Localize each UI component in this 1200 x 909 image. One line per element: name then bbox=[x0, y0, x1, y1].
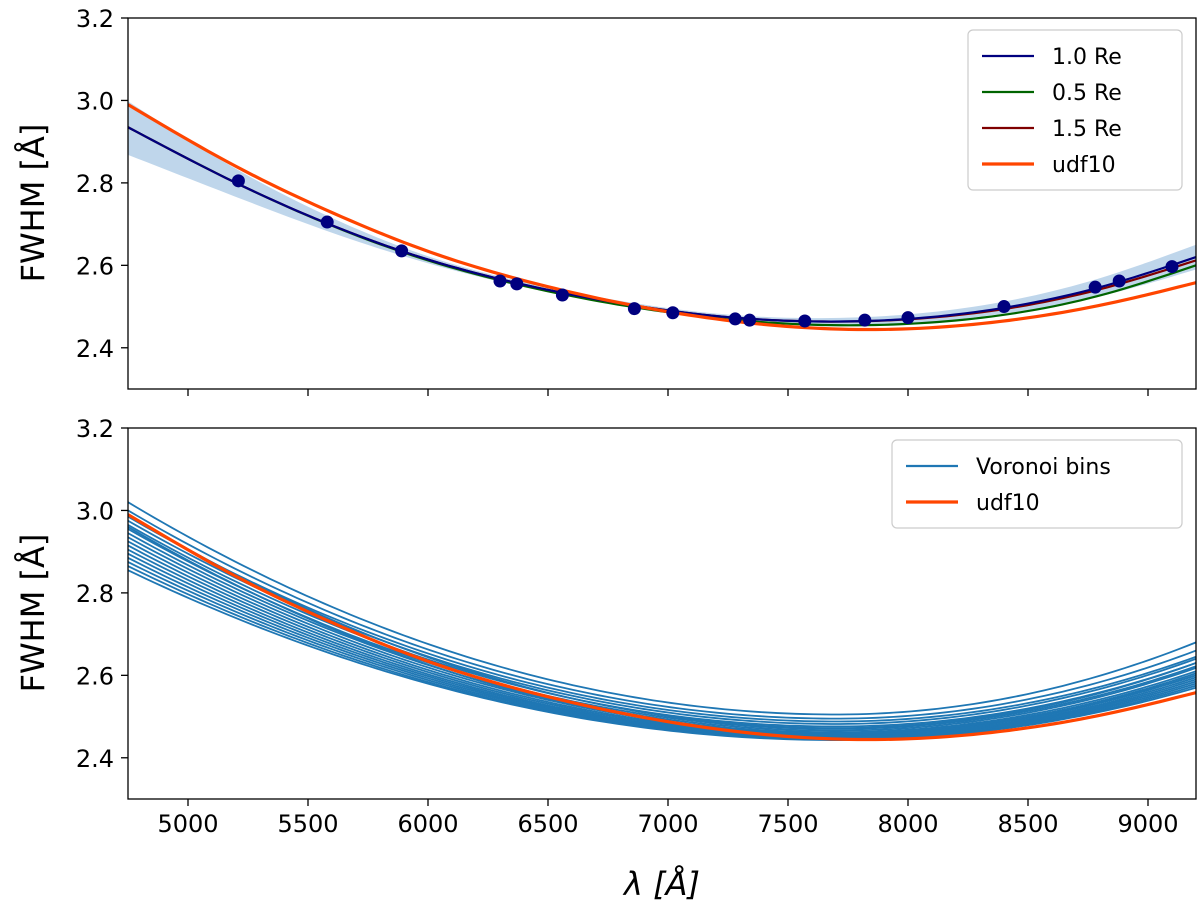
legend-label-1-5-re: 1.5 Re bbox=[1052, 117, 1122, 142]
x-tick-label-5000: 5000 bbox=[157, 810, 218, 838]
series-line-udf10-bottom bbox=[128, 513, 1196, 742]
data-point-5890 bbox=[395, 244, 409, 258]
x-tick-label-7000: 7000 bbox=[637, 810, 698, 838]
bottom-x-axis-label: λ [Å] bbox=[622, 865, 700, 903]
y-tick-label-2-8: 2.8 bbox=[76, 580, 114, 608]
y-tick-label-2-4: 2.4 bbox=[76, 745, 114, 773]
voronoi-bin-line-16 bbox=[128, 569, 1196, 741]
data-point-8780 bbox=[1088, 280, 1102, 294]
data-point-7820 bbox=[858, 313, 872, 327]
data-point-8400 bbox=[997, 300, 1011, 314]
y-tick-label-3-2: 3.2 bbox=[76, 415, 114, 443]
voronoi-bin-line-11 bbox=[128, 548, 1196, 738]
bottom-panel: 5000 5500 6000 6500 7000 7500 8000 8500 9000 2.4… bbox=[14, 415, 1197, 903]
top-x-ticks bbox=[187, 389, 1149, 396]
voronoi-bin-line-5 bbox=[128, 524, 1196, 728]
x-tick-label-6000: 6000 bbox=[397, 810, 458, 838]
data-point-6300 bbox=[493, 274, 507, 288]
voronoi-bin-line-13 bbox=[128, 557, 1196, 739]
voronoi-bin-line-17 bbox=[128, 513, 1196, 729]
data-point-6860 bbox=[627, 302, 641, 316]
legend-label-1-0-re: 1.0 Re bbox=[1052, 45, 1122, 70]
y-tick-label-2-6: 2.6 bbox=[76, 662, 114, 690]
y-tick-label-2-8: 2.8 bbox=[76, 170, 114, 198]
top-y-ticks: 2.4 2.6 2.8 3.0 3.2 bbox=[76, 5, 128, 363]
data-point-6370 bbox=[510, 277, 524, 291]
legend-label-voronoi-bins: Voronoi bins bbox=[976, 455, 1111, 480]
data-point-9100 bbox=[1165, 260, 1179, 274]
data-point-5580 bbox=[320, 215, 334, 229]
legend-label-0-5-re: 0.5 Re bbox=[1052, 81, 1122, 106]
data-point-5210 bbox=[231, 174, 245, 188]
bottom-y-axis-label: FWHM [Å] bbox=[14, 534, 52, 693]
data-point-6560 bbox=[555, 288, 569, 302]
voronoi-bin-line-2 bbox=[128, 509, 1196, 720]
voronoi-bin-line-3 bbox=[128, 515, 1196, 723]
y-tick-label-2-6: 2.6 bbox=[76, 252, 114, 280]
bottom-x-ticks: 5000 5500 6000 6500 7000 7500 8000 8500 9000 bbox=[157, 799, 1179, 838]
x-tick-label-7500: 7500 bbox=[757, 810, 818, 838]
series-line-udf10 bbox=[128, 103, 1196, 332]
legend-label-udf10: udf10 bbox=[976, 491, 1040, 516]
voronoi-bin-line-14 bbox=[128, 561, 1196, 740]
data-point-7570 bbox=[798, 314, 812, 328]
voronoi-bin-line-12 bbox=[128, 552, 1196, 739]
top-panel: 2.4 2.6 2.8 3.0 3.2 FWHM [Å] 1.0 Re 0.5 Re 1.5… bbox=[14, 5, 1197, 396]
x-tick-label-8000: 8000 bbox=[877, 810, 938, 838]
y-tick-label-3: 3.0 bbox=[76, 87, 114, 115]
data-point-7280 bbox=[728, 312, 742, 326]
legend-label-udf10: udf10 bbox=[1052, 153, 1116, 178]
top-points-group bbox=[231, 174, 1179, 328]
data-point-8880 bbox=[1112, 274, 1126, 288]
y-tick-label-3-2: 3.2 bbox=[76, 5, 114, 33]
data-point-8000 bbox=[901, 311, 915, 325]
y-tick-label-2-4: 2.4 bbox=[76, 335, 114, 363]
x-tick-label-5500: 5500 bbox=[277, 810, 338, 838]
top-series-group bbox=[128, 103, 1196, 332]
x-tick-label-6500: 6500 bbox=[517, 810, 578, 838]
voronoi-bin-line-10 bbox=[128, 544, 1196, 736]
legend-frame bbox=[967, 29, 1183, 191]
voronoi-bin-line-1 bbox=[128, 501, 1196, 716]
bottom-plot-frame bbox=[127, 427, 1197, 800]
x-tick-label-8500: 8500 bbox=[997, 810, 1058, 838]
bottom-y-ticks: 2.4 2.6 2.8 3.0 3.2 bbox=[76, 415, 128, 773]
data-point-7340 bbox=[743, 313, 757, 327]
x-tick-label-9000: 9000 bbox=[1117, 810, 1178, 838]
voronoi-bin-line-7 bbox=[128, 532, 1196, 732]
top-plot-frame bbox=[127, 17, 1197, 390]
bottom-legend: Voronoi bins udf10 bbox=[891, 439, 1183, 529]
y-tick-label-3: 3.0 bbox=[76, 497, 114, 525]
legend-frame bbox=[891, 439, 1183, 529]
bottom-series-group bbox=[128, 501, 1196, 742]
voronoi-bin-line-6 bbox=[128, 528, 1196, 730]
voronoi-bin-line-8 bbox=[128, 536, 1196, 734]
top-y-axis-label: FWHM [Å] bbox=[14, 124, 52, 283]
data-point-7020 bbox=[666, 306, 680, 320]
top-legend: 1.0 Re 0.5 Re 1.5 Re udf10 bbox=[967, 29, 1183, 191]
